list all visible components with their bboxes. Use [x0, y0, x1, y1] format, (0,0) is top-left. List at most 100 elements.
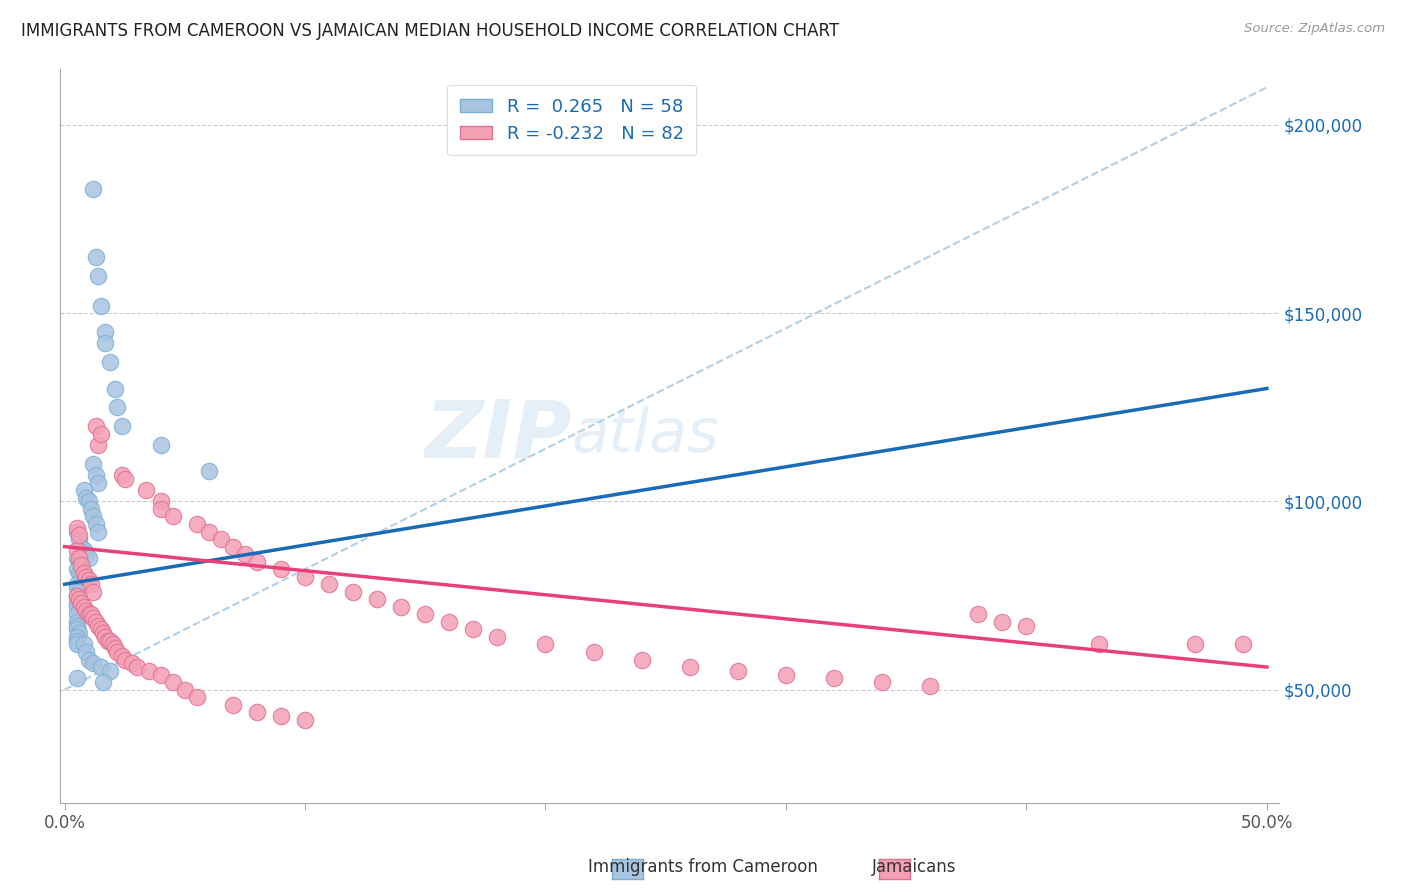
Point	[318, 577, 340, 591]
Text: IMMIGRANTS FROM CAMEROON VS JAMAICAN MEDIAN HOUSEHOLD INCOME CORRELATION CHART: IMMIGRANTS FROM CAMEROON VS JAMAICAN MED…	[21, 22, 839, 40]
Point	[75, 570, 97, 584]
Point	[82, 657, 104, 671]
Point	[91, 675, 114, 690]
Point	[94, 336, 117, 351]
Point	[65, 623, 87, 637]
Point	[84, 468, 107, 483]
Point	[77, 574, 100, 588]
Point	[389, 599, 412, 614]
Point	[65, 630, 87, 644]
Point	[186, 516, 208, 531]
Point	[366, 592, 388, 607]
Text: Immigrants from Cameroon: Immigrants from Cameroon	[588, 858, 818, 876]
Point	[67, 550, 90, 565]
Point	[73, 543, 96, 558]
Point	[67, 566, 90, 580]
Point	[65, 589, 87, 603]
Point	[67, 626, 90, 640]
Point	[294, 713, 316, 727]
Point	[114, 652, 136, 666]
Point	[198, 464, 221, 478]
Point	[149, 494, 172, 508]
Point	[149, 667, 172, 681]
Point	[727, 664, 749, 678]
Point	[82, 509, 104, 524]
Point	[80, 607, 103, 622]
Legend: R =  0.265   N = 58, R = -0.232   N = 82: R = 0.265 N = 58, R = -0.232 N = 82	[447, 85, 696, 155]
Point	[77, 607, 100, 622]
Point	[104, 382, 127, 396]
Point	[198, 524, 221, 539]
Point	[65, 524, 87, 539]
Point	[1015, 618, 1038, 632]
Point	[111, 648, 134, 663]
Point	[162, 509, 184, 524]
Point	[84, 250, 107, 264]
Point	[67, 532, 90, 546]
Point	[75, 547, 97, 561]
Point	[121, 657, 143, 671]
Point	[87, 475, 110, 490]
Point	[65, 577, 87, 591]
Point	[73, 638, 96, 652]
Point	[138, 664, 160, 678]
Point	[486, 630, 509, 644]
Point	[97, 633, 120, 648]
Point	[75, 645, 97, 659]
Point	[90, 299, 112, 313]
Point	[98, 355, 121, 369]
Point	[77, 652, 100, 666]
Point	[67, 555, 90, 569]
Point	[77, 494, 100, 508]
Point	[82, 457, 104, 471]
Point	[87, 268, 110, 283]
Point	[80, 502, 103, 516]
Point	[82, 611, 104, 625]
Point	[91, 626, 114, 640]
Point	[111, 468, 134, 483]
Text: Source: ZipAtlas.com: Source: ZipAtlas.com	[1244, 22, 1385, 36]
Point	[294, 570, 316, 584]
Point	[84, 615, 107, 629]
Point	[173, 682, 195, 697]
Point	[65, 596, 87, 610]
Point	[65, 638, 87, 652]
Point	[222, 540, 245, 554]
Point	[65, 618, 87, 632]
Point	[70, 570, 93, 584]
Point	[65, 543, 87, 558]
Point	[135, 483, 157, 497]
Point	[75, 604, 97, 618]
Point	[107, 401, 129, 415]
Point	[98, 664, 121, 678]
Point	[233, 547, 256, 561]
Point	[82, 182, 104, 196]
Point	[149, 438, 172, 452]
Text: Jamaicans: Jamaicans	[872, 858, 956, 876]
Point	[73, 483, 96, 497]
Point	[77, 550, 100, 565]
Point	[870, 675, 893, 690]
Point	[920, 679, 942, 693]
Point	[90, 623, 112, 637]
Point	[73, 566, 96, 580]
Point	[101, 638, 124, 652]
Point	[90, 660, 112, 674]
Point	[463, 623, 485, 637]
Point	[823, 672, 845, 686]
Text: atlas: atlas	[572, 406, 720, 465]
Point	[82, 584, 104, 599]
Point	[98, 633, 121, 648]
Point	[149, 502, 172, 516]
Point	[87, 618, 110, 632]
Point	[246, 555, 269, 569]
Point	[111, 419, 134, 434]
Point	[65, 550, 87, 565]
Point	[1087, 638, 1109, 652]
Point	[65, 615, 87, 629]
Point	[342, 584, 364, 599]
Point	[967, 607, 990, 622]
Point	[114, 472, 136, 486]
Point	[87, 438, 110, 452]
Point	[270, 709, 292, 723]
